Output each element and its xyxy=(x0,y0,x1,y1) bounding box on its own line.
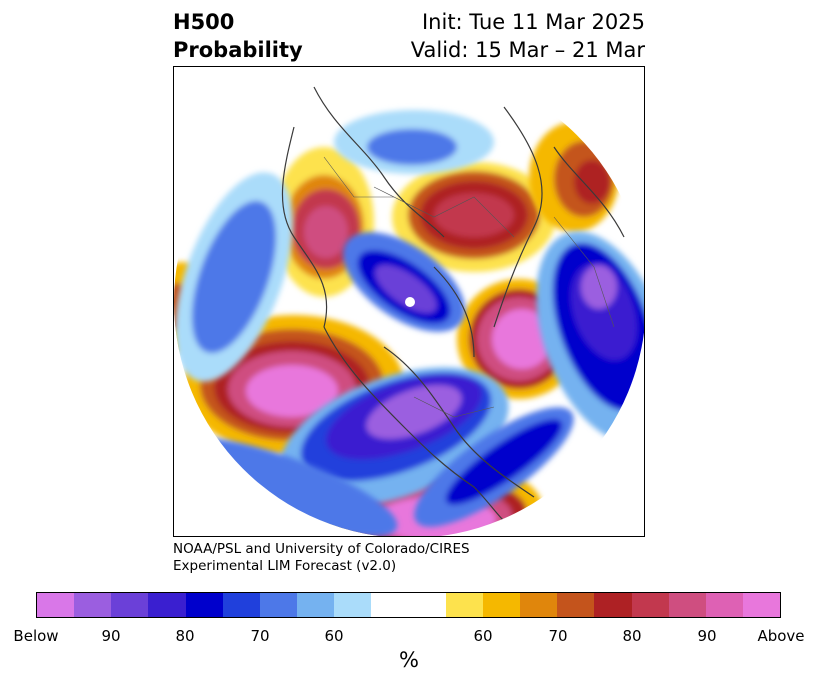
tick-label: 70 xyxy=(548,627,568,645)
title-right: Init: Tue 11 Mar 2025 Valid: 15 Mar – 21… xyxy=(411,8,645,64)
title-left: H500 Probability xyxy=(173,8,303,64)
colorbar-swatch xyxy=(334,593,372,617)
colorbar xyxy=(36,592,781,618)
colorbar-swatch xyxy=(705,593,743,617)
tick-label: 80 xyxy=(622,627,642,645)
credit-line-1: NOAA/PSL and University of Colorado/CIRE… xyxy=(173,541,470,557)
product-label: Probability xyxy=(173,38,303,62)
colorbar-swatch xyxy=(668,593,706,617)
colorbar-swatch xyxy=(557,593,595,617)
colorbar-swatch xyxy=(259,593,298,617)
init-date: Init: Tue 11 Mar 2025 xyxy=(421,10,645,34)
north-pole-marker xyxy=(405,297,415,307)
tick-label: 90 xyxy=(101,627,121,645)
variable-label: H500 xyxy=(173,10,235,34)
colorbar-swatch xyxy=(742,593,781,617)
map-svg xyxy=(174,67,646,538)
colorbar-swatch xyxy=(445,593,483,617)
tick-label: 60 xyxy=(324,627,344,645)
below-anomaly-north xyxy=(334,110,494,174)
colorbar-swatch xyxy=(111,593,149,617)
below-anomaly-northwest xyxy=(175,172,293,382)
credit-line-2: Experimental LIM Forecast (v2.0) xyxy=(173,558,397,574)
valid-range: Valid: 15 Mar – 21 Mar xyxy=(410,38,645,62)
colorbar-swatch xyxy=(297,593,335,617)
colorbar-swatch xyxy=(37,593,75,617)
tick-label: 60 xyxy=(473,627,493,645)
colorbar-swatch xyxy=(520,593,558,617)
polar-probability-map xyxy=(173,66,646,538)
tick-label: 80 xyxy=(175,627,195,645)
colorbar-swatch xyxy=(222,593,260,617)
colorbar-swatch xyxy=(371,593,409,617)
credit-text: NOAA/PSL and University of Colorado/CIRE… xyxy=(173,541,470,575)
tick-label: 70 xyxy=(250,627,270,645)
colorbar-swatch xyxy=(594,593,632,617)
tick-label: Above xyxy=(757,627,805,645)
below-anomaly-pole xyxy=(343,232,465,332)
colorbar-swatch xyxy=(74,593,112,617)
colorbar-swatch xyxy=(185,593,223,617)
colorbar-swatch xyxy=(482,593,521,617)
above-anomaly-europe xyxy=(392,162,556,272)
below-anomaly-east xyxy=(536,231,646,443)
colorbar-swatch xyxy=(631,593,669,617)
colorbar-unit: % xyxy=(399,648,419,672)
colorbar-swatch xyxy=(148,593,186,617)
above-anomaly-east-asia xyxy=(529,122,619,232)
colorbar-swatch xyxy=(408,593,446,617)
tick-label: Below xyxy=(13,627,59,645)
borders xyxy=(323,156,615,418)
tick-label: 90 xyxy=(697,627,717,645)
